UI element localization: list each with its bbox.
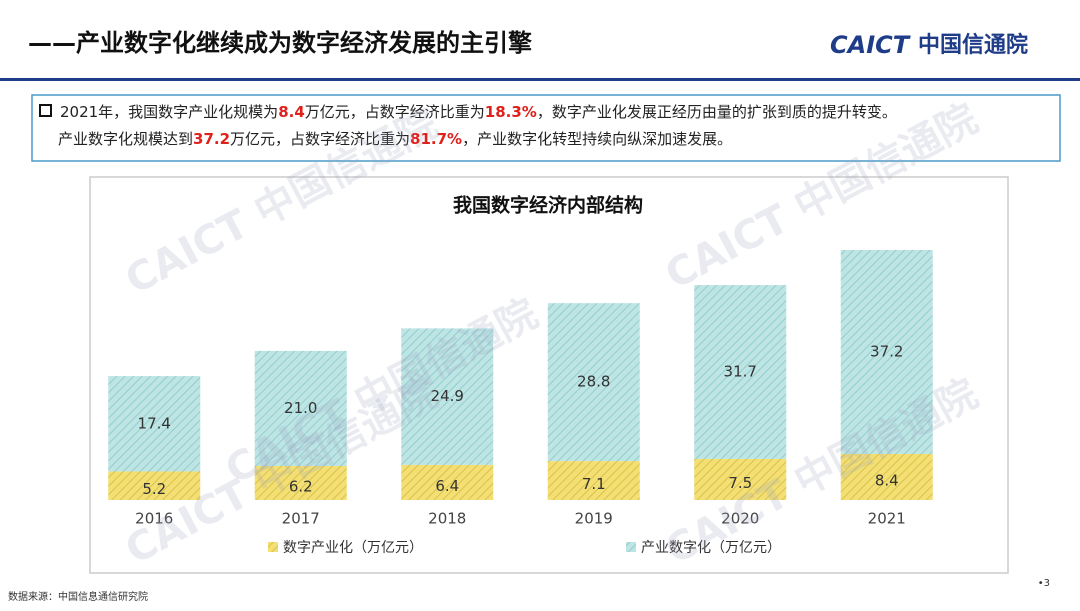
bar-segment: [108, 471, 201, 500]
value-label: 17.4: [138, 414, 171, 432]
value-label: 7.5: [728, 474, 752, 492]
summary-text: 万亿元，占数字经济比重为: [305, 103, 485, 121]
value-label: 37.2: [870, 342, 903, 360]
value-label: 7.1: [582, 475, 606, 493]
bar-segment: [401, 328, 494, 465]
bar-segment: [254, 350, 347, 467]
summary-text: 2021年，我国数字产业化规模为: [60, 103, 278, 121]
summary-text: 万亿元，占数字经济比重为: [230, 130, 410, 148]
highlight: 37.2: [193, 130, 230, 148]
bar-segment: [401, 464, 494, 500]
bar-segment: [694, 458, 787, 500]
source: 数据来源：中国信息通信研究院: [8, 590, 148, 603]
legend-swatch: [626, 542, 636, 552]
legend-label: 产业数字化（万亿元）: [641, 540, 781, 556]
summary-text: ，数字产业化发展正经历由量的扩张到质的提升转变。: [537, 103, 897, 121]
summary-text: ，产业数字化转型持续向纵深加速发展。: [462, 130, 732, 148]
highlight: 8.4: [278, 103, 305, 121]
x-tick-label: 2019: [575, 510, 613, 528]
chart-title: 我国数字经济内部结构: [453, 194, 643, 217]
bar-segment: [547, 461, 640, 500]
bar-segment: [547, 303, 640, 462]
page-title: ——产业数字化继续成为数字经济发展的主引擎: [28, 29, 532, 57]
page-number: •3: [1038, 578, 1050, 589]
x-tick-label: 2020: [721, 510, 759, 528]
header-rule: [0, 78, 1080, 81]
summary-box: [31, 94, 1061, 162]
value-label: 6.2: [289, 478, 313, 496]
bar-segment: [108, 376, 201, 472]
highlight: 81.7%: [410, 130, 462, 148]
x-tick-label: 2021: [868, 510, 906, 528]
logo-cn: 中国信通院: [918, 32, 1028, 58]
bullet: [39, 104, 52, 117]
legend-label: 数字产业化（万亿元）: [283, 540, 423, 556]
x-tick-label: 2017: [282, 510, 320, 528]
value-label: 21.0: [284, 399, 317, 417]
highlight: 18.3%: [485, 103, 537, 121]
value-label: 24.9: [431, 387, 464, 405]
summary-line: 产业数字化规模达到37.2万亿元，占数字经济比重为81.7%，产业数字化转型持续…: [58, 130, 732, 148]
bar-segment: [840, 453, 933, 500]
value-label: 31.7: [724, 362, 757, 380]
x-tick-label: 2018: [428, 510, 466, 528]
logo-en: CAICT: [830, 31, 911, 59]
bar-segment: [840, 250, 933, 454]
value-label: 6.4: [435, 477, 459, 495]
summary-text: 产业数字化规模达到: [58, 130, 193, 148]
x-tick-label: 2016: [135, 510, 173, 528]
value-label: 5.2: [142, 480, 166, 498]
plot: 5.2 17.4 2016 6.2 21.0 2017 6.4 24.9 2018 7.1 28.8…: [108, 250, 933, 556]
summary: 2021年，我国数字产业化规模为8.4万亿元，占数字经济比重为18.3%，数字产…: [58, 103, 897, 148]
value-label: 8.4: [875, 471, 899, 489]
value-label: 28.8: [577, 373, 610, 391]
bar-segment: [254, 466, 347, 500]
legend-swatch: [268, 542, 278, 552]
bar-segment: [694, 285, 787, 459]
summary-line: 2021年，我国数字产业化规模为8.4万亿元，占数字经济比重为18.3%，数字产…: [60, 103, 897, 121]
